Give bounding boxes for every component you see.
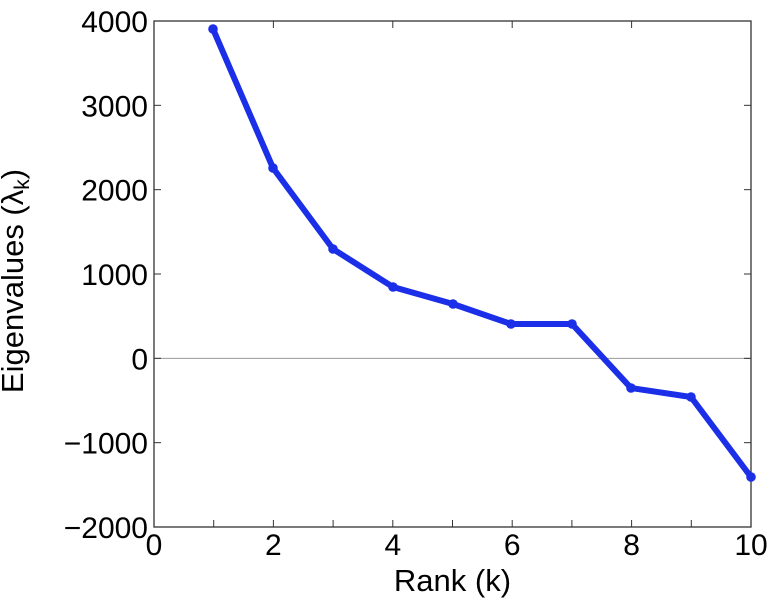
svg-text:3000: 3000 [81,90,148,123]
svg-text:2: 2 [265,529,282,562]
svg-text:10: 10 [734,529,767,562]
svg-text:1000: 1000 [81,259,148,292]
svg-text:Rank (k): Rank (k) [394,563,511,598]
svg-text:Eigenvalues (λk): Eigenvalues (λk) [0,169,34,393]
svg-text:6: 6 [504,529,521,562]
svg-text:0: 0 [146,529,163,562]
svg-text:4000: 4000 [81,6,148,39]
svg-text:2000: 2000 [81,175,148,208]
svg-text:−2000: −2000 [64,512,148,545]
svg-text:8: 8 [623,529,640,562]
svg-text:0: 0 [131,343,148,376]
svg-text:4: 4 [384,529,401,562]
svg-text:−1000: −1000 [64,428,148,461]
